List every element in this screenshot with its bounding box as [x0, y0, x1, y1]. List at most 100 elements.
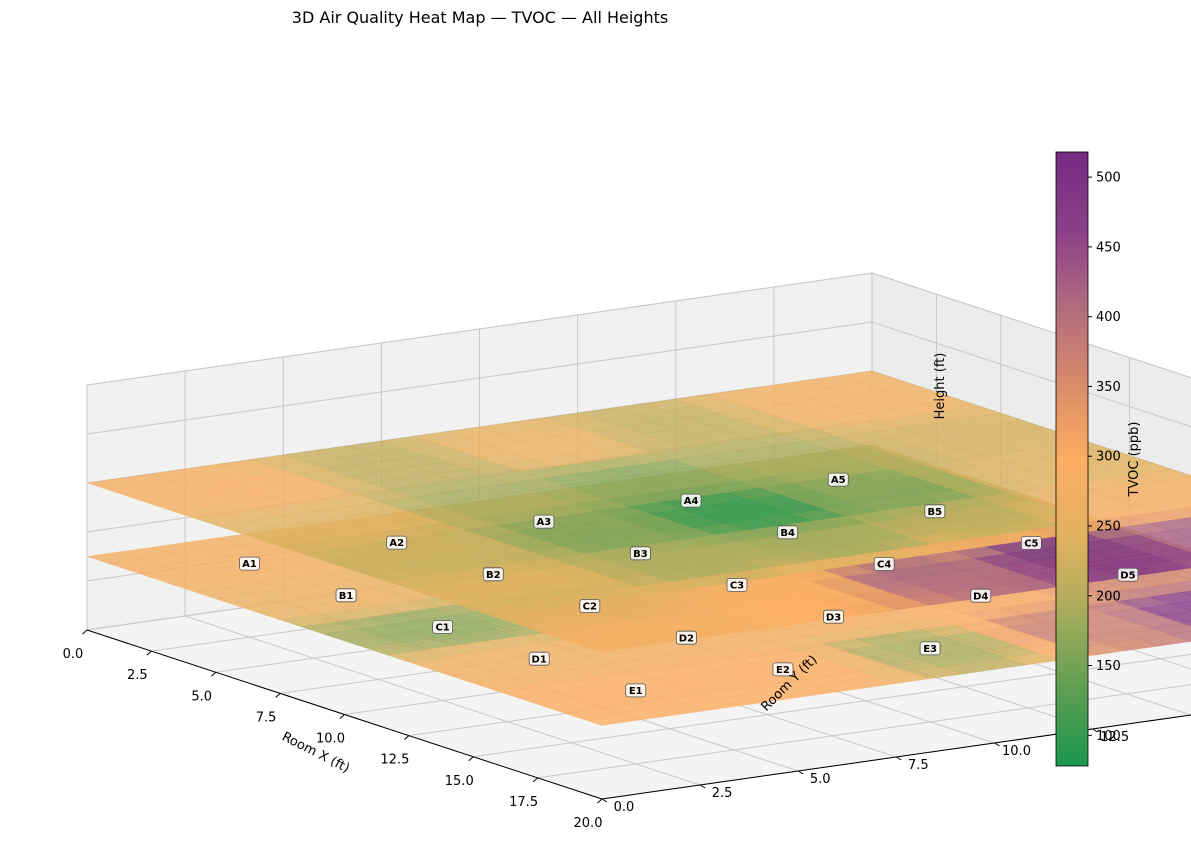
- x-axis-ticks: 0.0 2.5 5.0 7.5 10.0 12.5 15.0 17.5 20.0: [63, 629, 603, 831]
- sensor-label-A5: A5: [827, 472, 849, 487]
- sensor-label-box: [777, 525, 799, 540]
- colorbar-label: TVOC (ppb): [1127, 422, 1142, 498]
- x-axis-line: [86, 629, 603, 800]
- sensor-label-text: C5: [1024, 539, 1038, 550]
- sensor-label-B2: B2: [482, 567, 504, 582]
- y-axis-line: [601, 714, 1191, 800]
- sensor-label-D3: D3: [823, 609, 844, 624]
- floor-grid-y: [184, 615, 701, 786]
- sensor-label-box: [386, 535, 408, 550]
- sensor-label-box: [827, 472, 849, 487]
- sensor-label-box: [680, 493, 702, 508]
- sensor-label-box: [432, 620, 454, 634]
- sensor-label-text: B5: [928, 507, 943, 518]
- sensor-label-text: A4: [684, 496, 699, 507]
- surface-cell: [1161, 476, 1191, 489]
- surface-cell: [1182, 486, 1191, 492]
- sensor-label-box: [239, 556, 260, 571]
- colorbar-tick-label: 250: [1096, 519, 1121, 534]
- z-axis-label: Height (ft): [933, 353, 948, 420]
- surface-cell: [940, 662, 995, 675]
- x-tick-label: 15.0: [445, 774, 474, 789]
- colorbar-tick-label: 400: [1096, 310, 1121, 325]
- sensor-label-text: C4: [877, 560, 891, 571]
- surface-cell: [1171, 496, 1191, 507]
- sensor-label-box: [873, 557, 895, 571]
- surface-cell: [580, 639, 635, 653]
- surface-cell: [744, 616, 799, 630]
- y-tick-label: 0.0: [614, 800, 635, 815]
- colorbar-tick-label: 300: [1096, 450, 1121, 465]
- sensor-label-box: [625, 683, 647, 698]
- sensor-label-box: [675, 630, 697, 645]
- sensor-label-C4: C4: [873, 557, 895, 571]
- sensor-label-box: [528, 651, 550, 666]
- sensor-label-E3: E3: [919, 641, 941, 656]
- sensor-label-text: D3: [826, 612, 841, 623]
- sensor-label-C2: C2: [579, 599, 601, 613]
- sensor-label-C3: C3: [726, 578, 748, 592]
- y-tick-label: 2.5: [712, 786, 733, 801]
- surface-cell: [842, 602, 897, 616]
- sensor-label-box: [970, 588, 992, 603]
- sensor-label-text: E2: [776, 665, 790, 676]
- x-tick-label: 7.5: [256, 710, 277, 725]
- sensor-label-text: D4: [973, 591, 988, 602]
- sensor-label-E2: E2: [772, 662, 794, 677]
- sensor-label-text: E3: [923, 644, 937, 655]
- sensor-label-text: D2: [679, 633, 694, 644]
- sensor-label-text: B4: [780, 528, 795, 539]
- sensor-label-box: [482, 567, 504, 582]
- sensor-label-text: C2: [583, 602, 597, 613]
- back-grid-z: [871, 272, 1191, 379]
- sensor-label-D4: D4: [970, 588, 992, 603]
- colorbar-ticks: 100 150 200 250 300 350 400 450 500: [1088, 171, 1121, 744]
- sensor-label-B3: B3: [630, 546, 651, 561]
- surface-cell: [1138, 499, 1191, 513]
- y-tick-label: 7.5: [908, 758, 929, 773]
- x-tick-mark: [532, 777, 538, 783]
- x-tick-mark: [275, 693, 281, 698]
- y-tick-label: 5.0: [810, 772, 831, 787]
- sensor-label-E1: E1: [625, 683, 647, 698]
- surface-cell: [1181, 590, 1191, 596]
- sensor-label-text: E1: [629, 686, 643, 697]
- x-tick-label: 5.0: [191, 689, 212, 704]
- sensor-label-D1: D1: [528, 651, 550, 666]
- y-tick-mark: [994, 742, 1000, 747]
- chart-title: 3D Air Quality Heat Map — TVOC — All Hei…: [291, 8, 669, 27]
- sensor-label-box: [823, 609, 844, 624]
- y-tick-label: 10.0: [1002, 744, 1031, 759]
- sensor-label-A2: A2: [386, 535, 408, 550]
- surface-cell: [842, 676, 897, 689]
- sensor-label-B1: B1: [335, 588, 357, 603]
- surface-cell: [1139, 469, 1191, 482]
- x-tick-mark: [404, 735, 410, 740]
- side-grid-z: [86, 272, 873, 386]
- x-tick-label: 2.5: [127, 668, 148, 683]
- sensor-label-box: [533, 514, 555, 529]
- sensor-label-D2: D2: [675, 630, 697, 645]
- x-tick-label: 20.0: [574, 816, 603, 831]
- x-tick-mark: [597, 798, 603, 804]
- y-tick-label: 12.5: [1100, 730, 1129, 745]
- sensor-label-D5: D5: [1117, 567, 1139, 582]
- sensor-label-box: [579, 599, 601, 613]
- sensor-label-box: [335, 588, 357, 603]
- sensor-label-box: [919, 641, 941, 656]
- sensor-label-text: A2: [389, 538, 404, 549]
- surface-cell: [1149, 487, 1191, 501]
- colorbar-tick-label: 500: [1096, 171, 1121, 186]
- x-tick-mark: [82, 629, 88, 635]
- x-tick-label: 10.0: [316, 732, 345, 747]
- colorbar-tick-label: 200: [1096, 589, 1121, 604]
- side-grid-z: [86, 321, 873, 435]
- y-tick-mark: [601, 798, 608, 803]
- y-tick-mark: [699, 784, 706, 789]
- colorbar-gradient: [1055, 151, 1089, 767]
- sensor-label-C1: C1: [432, 620, 454, 634]
- sensor-label-A1: A1: [239, 556, 260, 571]
- sensor-label-text: C3: [730, 581, 744, 592]
- back-grid-z: [871, 321, 1191, 428]
- x-tick-mark: [210, 671, 217, 677]
